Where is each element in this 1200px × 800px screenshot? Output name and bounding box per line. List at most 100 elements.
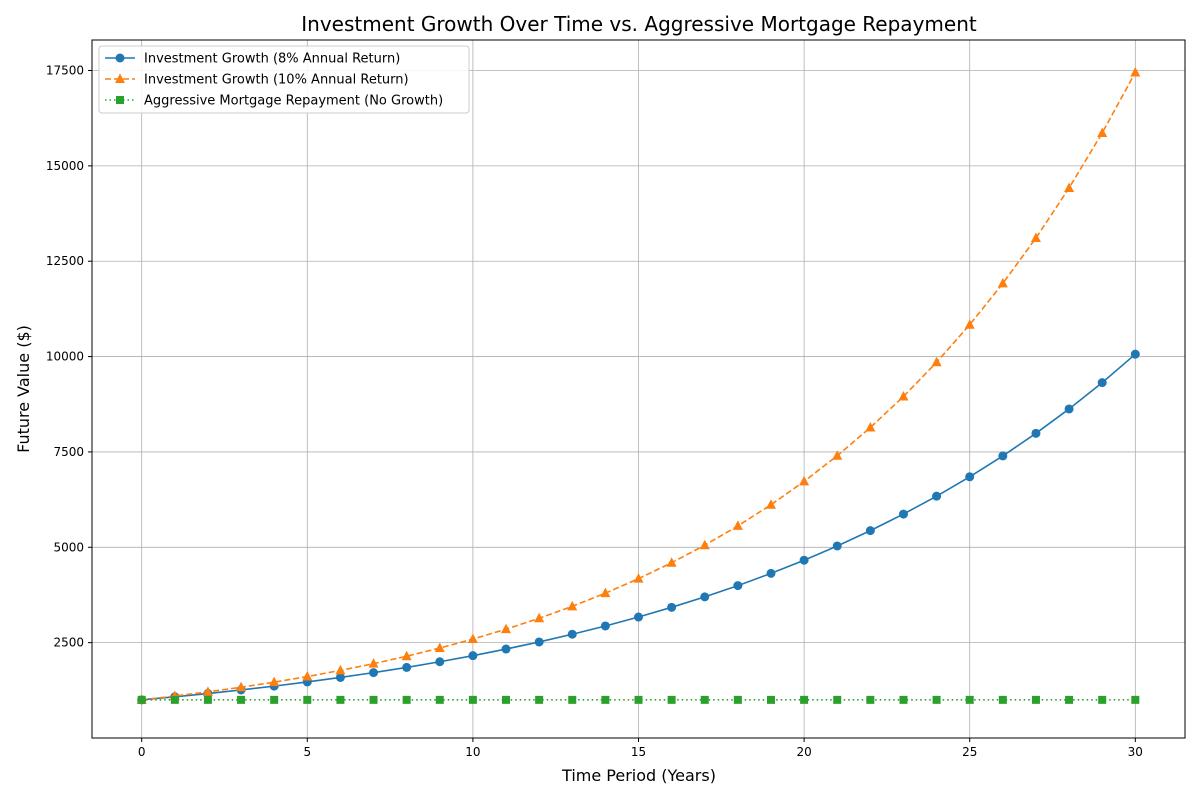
data-point bbox=[765, 499, 776, 509]
x-tick-label: 0 bbox=[138, 745, 146, 759]
x-axis-ticks: 0 5 10 15 20 25 30 bbox=[138, 738, 1143, 759]
data-point bbox=[766, 568, 776, 578]
data-point bbox=[600, 621, 610, 631]
data-point bbox=[601, 695, 610, 704]
data-point bbox=[700, 695, 709, 704]
series-1 bbox=[137, 349, 1140, 705]
data-point bbox=[170, 695, 179, 704]
data-point bbox=[931, 356, 942, 367]
y-tick-label: 10000 bbox=[46, 350, 84, 364]
data-point bbox=[303, 695, 312, 704]
data-point bbox=[1064, 404, 1074, 414]
data-point bbox=[799, 475, 810, 486]
data-point bbox=[369, 695, 378, 704]
data-point bbox=[137, 695, 146, 704]
legend-item: Investment Growth (8% Annual Return) bbox=[105, 52, 400, 67]
y-axis-label: Future Value ($) bbox=[14, 325, 33, 453]
data-point bbox=[401, 650, 412, 661]
data-point bbox=[1130, 349, 1140, 359]
data-point bbox=[799, 555, 809, 565]
data-point bbox=[1031, 695, 1040, 704]
y-tick-label: 7500 bbox=[53, 445, 84, 459]
data-point bbox=[1030, 232, 1041, 242]
data-point bbox=[865, 422, 876, 432]
data-point bbox=[269, 676, 280, 687]
x-tick-label: 10 bbox=[465, 745, 480, 759]
data-point bbox=[368, 658, 379, 668]
data-point bbox=[502, 695, 511, 704]
data-point bbox=[998, 451, 1008, 461]
data-point bbox=[965, 472, 975, 482]
data-point bbox=[335, 664, 346, 675]
data-point bbox=[898, 390, 909, 401]
grid-lines bbox=[92, 40, 1185, 738]
x-tick-label: 20 bbox=[796, 745, 811, 759]
data-point bbox=[203, 695, 212, 704]
data-point bbox=[667, 695, 676, 704]
data-point bbox=[237, 695, 246, 704]
data-point bbox=[468, 695, 477, 704]
data-point bbox=[302, 671, 313, 681]
y-tick-label: 2500 bbox=[53, 636, 84, 650]
data-point bbox=[236, 681, 247, 692]
data-point bbox=[932, 695, 941, 704]
data-point bbox=[667, 602, 677, 612]
data-point bbox=[501, 644, 511, 654]
data-point bbox=[932, 491, 942, 501]
data-point bbox=[1064, 182, 1075, 192]
data-point bbox=[666, 557, 677, 567]
data-point bbox=[270, 695, 279, 704]
data-point bbox=[202, 686, 213, 696]
data-point bbox=[534, 637, 544, 647]
data-point bbox=[468, 651, 478, 661]
data-point bbox=[369, 668, 379, 678]
legend-label: Investment Growth (10% Annual Return) bbox=[144, 73, 409, 88]
data-point bbox=[634, 695, 643, 704]
data-point bbox=[335, 672, 345, 682]
legend: Investment Growth (8% Annual Return) Inve… bbox=[98, 45, 470, 114]
y-tick-label: 15000 bbox=[46, 159, 84, 173]
data-point bbox=[402, 695, 411, 704]
data-point bbox=[336, 695, 345, 704]
chart-title: Investment Growth Over Time vs. Aggressi… bbox=[301, 12, 977, 36]
data-point bbox=[865, 526, 875, 536]
x-tick-label: 25 bbox=[962, 745, 977, 759]
legend-box bbox=[98, 45, 470, 114]
x-tick-label: 5 bbox=[303, 745, 311, 759]
data-point bbox=[898, 509, 908, 519]
data-point bbox=[1065, 695, 1074, 704]
data-point bbox=[832, 450, 843, 460]
data-point bbox=[832, 541, 842, 551]
data-point bbox=[833, 695, 842, 704]
data-point bbox=[567, 629, 577, 639]
data-point bbox=[600, 587, 611, 598]
data-point bbox=[1130, 66, 1141, 77]
data-point bbox=[534, 612, 545, 623]
data-point bbox=[800, 695, 809, 704]
data-point bbox=[964, 319, 975, 329]
legend-marker bbox=[115, 53, 125, 63]
y-tick-label: 5000 bbox=[53, 540, 84, 554]
y-axis-ticks: 2500 5000 7500 10000 12500 15000 17500 bbox=[46, 64, 92, 650]
data-point bbox=[434, 642, 445, 653]
data-point bbox=[467, 633, 478, 644]
data-point bbox=[997, 277, 1008, 288]
data-point bbox=[1031, 428, 1041, 438]
data-point bbox=[699, 539, 710, 550]
data-point bbox=[899, 695, 908, 704]
data-point bbox=[1097, 127, 1108, 137]
data-point bbox=[733, 695, 742, 704]
data-point bbox=[567, 600, 578, 611]
y-tick-label: 17500 bbox=[46, 64, 84, 78]
series-layer bbox=[136, 66, 1141, 705]
data-point bbox=[633, 573, 644, 583]
data-point bbox=[700, 592, 710, 602]
data-point bbox=[732, 520, 743, 530]
legend-marker bbox=[116, 96, 124, 104]
data-point bbox=[998, 695, 1007, 704]
data-point bbox=[1131, 695, 1140, 704]
legend-marker bbox=[115, 73, 125, 83]
series-3 bbox=[137, 695, 1140, 704]
data-point bbox=[402, 662, 412, 672]
